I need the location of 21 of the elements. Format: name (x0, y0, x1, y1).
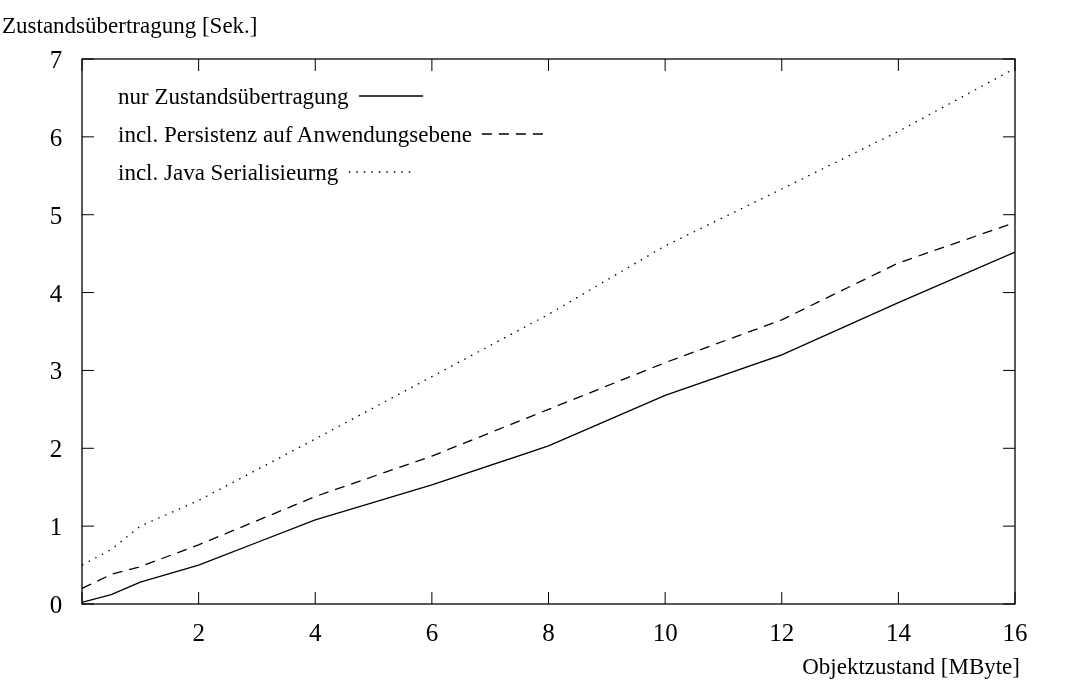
x-tick-label: 16 (1002, 619, 1028, 646)
x-tick-label: 6 (425, 619, 439, 646)
y-tick-label: 2 (49, 435, 63, 463)
x-tick-label: 2 (192, 619, 205, 646)
y-tick-label: 5 (49, 201, 63, 229)
y-tick-label: 6 (49, 123, 63, 151)
x-tick-label: 4 (309, 619, 322, 646)
x-tick-label: 14 (885, 619, 912, 646)
x-axis-title: Objektzustand [MByte] (802, 654, 1020, 679)
legend-label: incl. Java Serialisieurng (118, 160, 339, 185)
legend-label: nur Zustandsübertragung (118, 84, 350, 109)
y-tick-label: 0 (49, 591, 63, 618)
y-axis-title: Zustandsübertragung [Sek.] (2, 13, 258, 38)
y-tick-label: 3 (49, 357, 63, 385)
y-tick-label: 1 (49, 513, 63, 541)
legend-label: incl. Persistenz auf Anwendungsebene (118, 122, 472, 147)
x-tick-label: 8 (542, 619, 555, 646)
y-tick-label: 7 (49, 46, 63, 73)
y-tick-label: 4 (49, 279, 63, 307)
x-tick-label: 10 (652, 619, 678, 646)
x-tick-label: 12 (769, 619, 795, 646)
